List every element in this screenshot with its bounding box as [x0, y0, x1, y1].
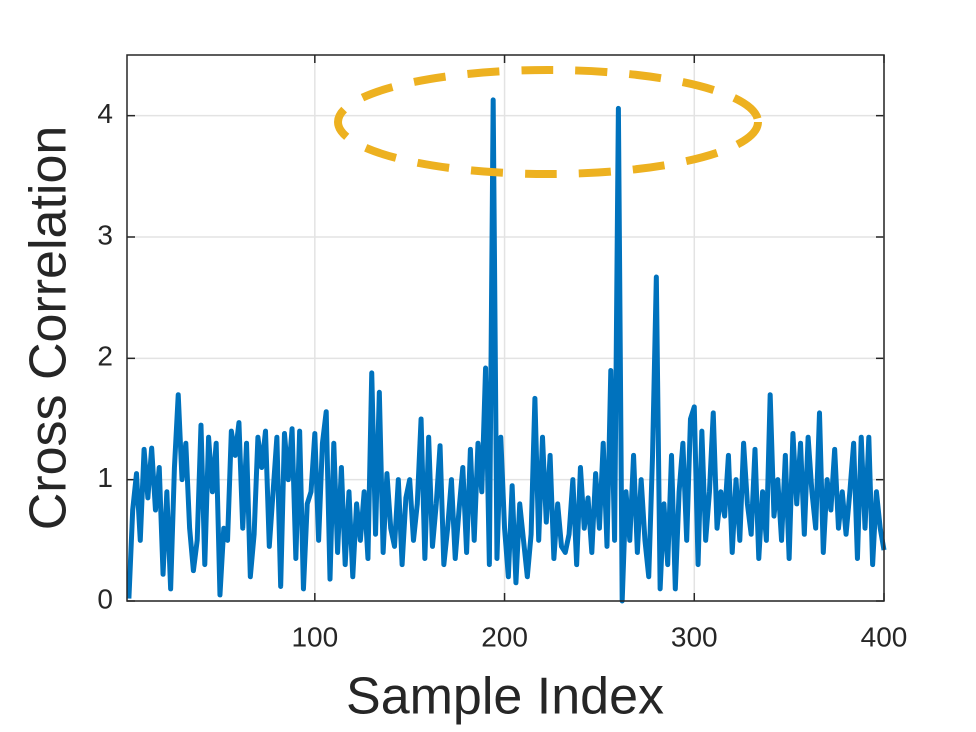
y-axis-label: Cross Correlation — [20, 126, 78, 531]
y-tick-label: 0 — [97, 583, 113, 614]
x-tick-label: 300 — [671, 621, 718, 652]
y-tick-label: 2 — [97, 341, 113, 372]
y-tick-label: 4 — [97, 98, 113, 129]
y-tick-label: 3 — [97, 219, 113, 250]
axes-box — [126, 54, 885, 602]
x-tick-label: 100 — [291, 621, 338, 652]
x-axis-label: Sample Index — [346, 668, 664, 726]
highlight-ellipse — [334, 66, 762, 178]
y-tick-label: 1 — [97, 462, 113, 493]
data-line — [126, 97, 887, 604]
plot — [126, 97, 887, 604]
x-tick-label: 400 — [861, 621, 908, 652]
x-tick-label: 200 — [481, 621, 528, 652]
